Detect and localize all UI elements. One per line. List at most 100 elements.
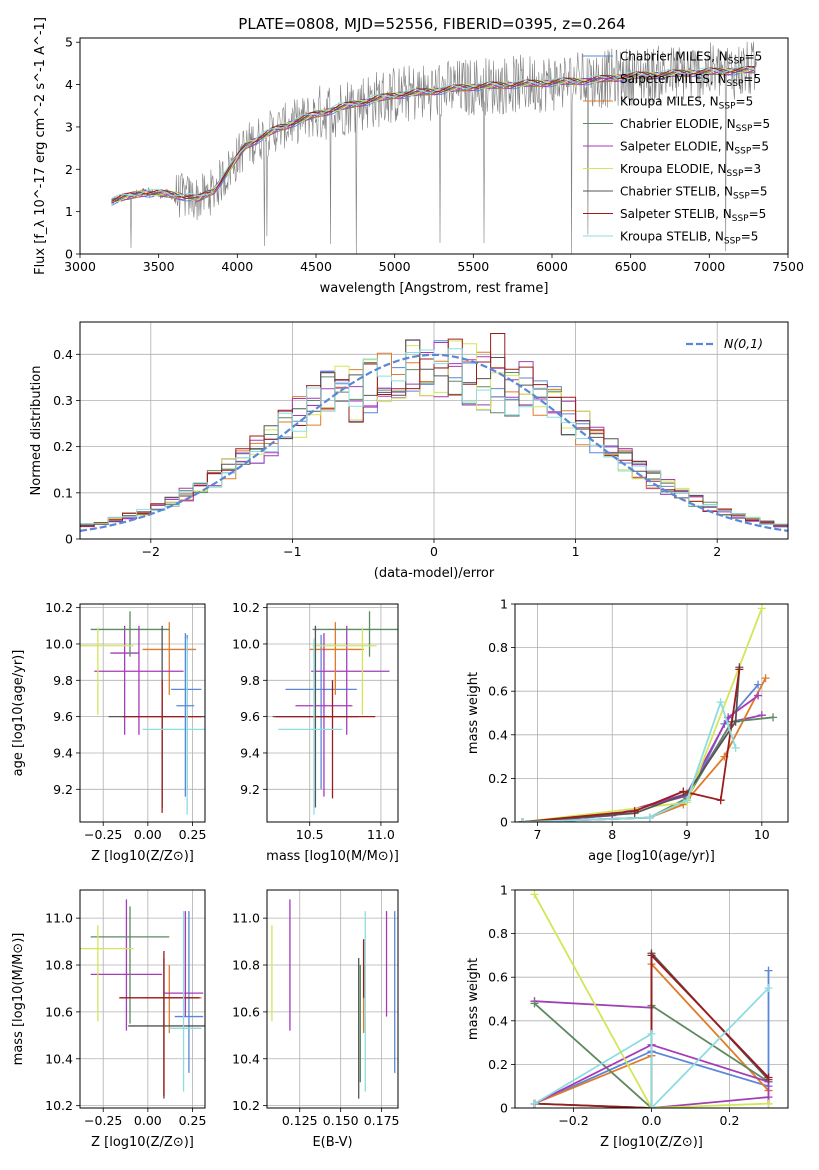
plus-marker	[731, 717, 740, 726]
x-tick-label: 0.0	[642, 1113, 662, 1128]
plot-area	[272, 611, 398, 815]
x-tick-label: 3000	[64, 259, 96, 274]
residuals-panel: −2 −1 0 1 2 0 0.1 0.2 0.3 0.4 (data-model)/error No…	[29, 321, 789, 581]
mass-vs-ebv-panel: 0.125 0.150 0.175 10.2 10.4 10.6 10.8 11.0 E(B-V…	[232, 889, 400, 1150]
plus-marker	[647, 1029, 656, 1038]
legend-label: Salpeter ELODIE, NSSP=5	[620, 140, 769, 157]
weight-line-5	[533, 893, 769, 1108]
y-tick-label: 1	[500, 883, 508, 898]
x-axis-label: Z [log10(Z/Z⊙)]	[600, 1135, 703, 1150]
plus-marker	[764, 966, 773, 975]
spectrum-legend: Chabrier MILES, NSSP=5 Salpeter MILES, NS…	[583, 50, 770, 247]
age-vs-metallicity-panel: −0.25 0.00 0.25 9.2 9.4 9.6 9.8 10.0 10.2 Z [log1…	[11, 600, 207, 864]
model-line-7	[111, 65, 756, 202]
x-axis-label: Z [log10(Z/Z⊙)]	[91, 1135, 194, 1150]
plot-area	[80, 611, 205, 815]
y-tick-label: 0.2	[53, 439, 73, 454]
mass-vs-metallicity-panel: −0.25 0.00 0.25 10.2 10.4 10.6 10.8 11.0 Z [log1…	[11, 889, 206, 1150]
weight-line-0	[522, 684, 759, 822]
legend-label: Kroupa STELIB, NSSP=5	[620, 230, 758, 247]
spectrum-panel: 3000 3500 4000 4500 5000 5500 6000 6500 7000 7500…	[33, 17, 804, 296]
weight-line-4	[534, 1043, 770, 1105]
x-tick-label: 0.175	[364, 1113, 400, 1128]
x-tick-label: −1	[283, 544, 301, 559]
y-tick-label: 4	[65, 77, 73, 92]
x-axis-label: wavelength [Angstrom, rest frame]	[320, 281, 549, 296]
x-tick-label: 11.0	[367, 827, 395, 842]
y-tick-label: 0.8	[488, 926, 508, 941]
plus-marker	[731, 743, 740, 752]
plot-area	[80, 899, 205, 1099]
y-tick-label: 10.0	[232, 636, 260, 651]
y-tick-label: 10.2	[232, 1098, 260, 1113]
weight-vs-metallicity-panel: −0.2 0.0 0.2 0 0.2 0.4 0.6 0.8 1 Z [log10(Z/Z⊙)] m…	[466, 883, 789, 1150]
y-tick-label: 10.8	[232, 958, 260, 973]
plus-marker	[764, 984, 773, 993]
y-tick-label: 0.1	[53, 485, 73, 500]
x-tick-label: 5500	[457, 259, 489, 274]
y-tick-label: 0.4	[53, 347, 73, 362]
x-tick-label: 2	[713, 544, 721, 559]
x-tick-label: 0.00	[134, 1113, 162, 1128]
plus-marker	[645, 813, 654, 822]
x-tick-label: 10	[754, 827, 770, 842]
x-tick-label: 0	[430, 544, 438, 559]
y-axis-label: Flux [f_λ 10^-17 erg cm^-2 s^-1 A^-1]	[33, 17, 48, 275]
axes-frame	[266, 889, 399, 1109]
x-tick-label: 0.125	[282, 1113, 318, 1128]
legend-value: =5	[743, 72, 761, 86]
x-tick-label: 8	[608, 827, 616, 842]
x-tick-label: −2	[142, 544, 160, 559]
legend-subscript: SSP	[733, 192, 750, 202]
weight-line-7	[522, 669, 741, 822]
y-tick-label: 10.8	[45, 958, 73, 973]
y-tick-label: 10.2	[45, 1098, 73, 1113]
legend-subscript: SSP	[727, 169, 744, 179]
x-tick-label: 0.25	[179, 827, 207, 842]
plus-marker	[735, 665, 744, 674]
x-tick-label: 0.00	[134, 827, 162, 842]
x-axis-label: (data-model)/error	[374, 566, 495, 581]
x-axis-label: age [log10(age/yr)]	[588, 849, 715, 864]
plus-marker	[530, 999, 539, 1008]
x-tick-label: 4500	[300, 259, 332, 274]
y-tick-label: 0.3	[53, 393, 73, 408]
y-axis-label: age [log10(age/yr)]	[11, 650, 26, 777]
plus-marker	[679, 787, 688, 796]
plus-marker	[647, 1104, 656, 1108]
y-axis-label: mass weight	[466, 672, 481, 754]
plus-marker	[630, 807, 639, 816]
x-tick-label: 6500	[615, 259, 647, 274]
y-tick-label: 10.2	[45, 600, 73, 615]
x-tick-label: 5000	[379, 259, 411, 274]
y-tick-label: 10.6	[232, 1004, 260, 1019]
legend-label: Salpeter MILES, NSSP=5	[620, 72, 761, 89]
legend-value: =5	[745, 50, 763, 64]
plus-marker	[530, 890, 539, 899]
y-tick-label: 10.6	[45, 1004, 73, 1019]
y-tick-label: 9.6	[240, 709, 260, 724]
y-tick-label: 0	[500, 815, 508, 830]
x-axis-label: Z [log10(Z/Z⊙)]	[91, 849, 194, 864]
weight-line-2	[522, 677, 767, 822]
axes-frame	[79, 889, 206, 1109]
plus-marker	[754, 691, 763, 700]
legend-label: N(0,1)	[724, 336, 763, 351]
legend-label: Kroupa ELODIE, NSSP=3	[620, 162, 761, 179]
x-tick-label: 9	[683, 827, 691, 842]
histogram-step-8	[80, 348, 788, 525]
plus-marker	[530, 1099, 539, 1108]
x-tick-label: 7500	[772, 259, 804, 274]
legend-value: =5	[751, 140, 769, 154]
weight-line-0	[534, 970, 770, 1105]
legend-subscript: SSP	[736, 124, 753, 134]
x-tick-label: 4000	[221, 259, 253, 274]
y-tick-label: 0.4	[488, 727, 508, 742]
plus-marker	[757, 604, 766, 613]
y-tick-label: 9.6	[53, 709, 73, 724]
legend-subscript: SSP	[732, 214, 749, 224]
weight-vs-age-panel: 7 8 9 10 0 0.2 0.4 0.6 0.8 1 age [log10(age/yr)] ma…	[466, 597, 789, 864]
y-tick-label: 9.2	[240, 782, 260, 797]
plus-marker	[716, 698, 725, 707]
